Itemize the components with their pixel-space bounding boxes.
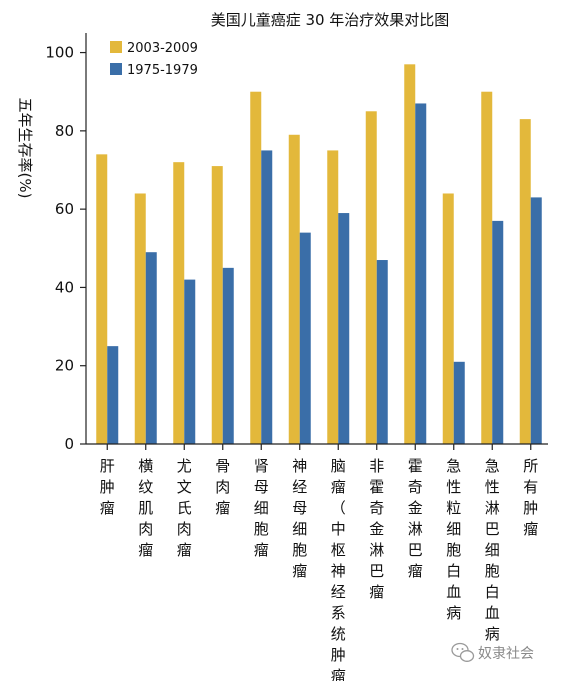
category-label-2: 尤文氏肉瘤 — [177, 457, 192, 559]
bar-early-3 — [222, 267, 234, 444]
bar-early-10 — [492, 220, 504, 444]
y-axis-label: 五年生存率(%) — [16, 98, 34, 199]
category-label-7: 非霍奇金淋巴瘤 — [369, 457, 384, 601]
bar-recent-6 — [327, 150, 339, 444]
category-label-10: 急性淋巴细胞白血病 — [485, 457, 500, 643]
category-label-1: 横纹肌肉瘤 — [138, 457, 153, 559]
category-label-3: 骨肉瘤 — [215, 457, 230, 517]
bar-recent-8 — [404, 64, 416, 445]
legend-label-0: 2003-2009 — [127, 41, 198, 56]
bar-early-0 — [107, 346, 119, 444]
y-tick-label: 60 — [55, 200, 74, 218]
bar-early-7 — [376, 260, 388, 444]
y-tick-label: 40 — [55, 278, 74, 296]
category-label-5: 神经母细胞瘤 — [292, 457, 307, 580]
legend-label-1: 1975-1979 — [127, 63, 198, 78]
bar-recent-1 — [134, 193, 146, 444]
bar-recent-2 — [173, 162, 185, 444]
bar-recent-0 — [96, 154, 108, 445]
bar-early-5 — [299, 232, 311, 444]
watermark: 奴隶社会 — [451, 642, 534, 662]
bar-recent-3 — [211, 166, 223, 445]
bar-early-6 — [338, 213, 350, 444]
category-label-4: 肾母细胞瘤 — [254, 457, 269, 559]
legend-swatch-0 — [110, 41, 122, 53]
bar-early-2 — [184, 279, 196, 444]
y-tick-label: 0 — [64, 435, 74, 453]
bar-early-4 — [261, 150, 273, 444]
bar-recent-4 — [250, 91, 262, 444]
bar-recent-10 — [481, 91, 493, 444]
bar-early-1 — [145, 252, 157, 444]
legend-swatch-1 — [110, 63, 122, 75]
bars — [96, 64, 542, 450]
bar-recent-5 — [288, 134, 300, 444]
wechat-icon — [451, 642, 475, 662]
y-axis-ticks: 0 20 40 60 80 100 — [45, 44, 86, 453]
category-label-8: 霍奇金淋巴瘤 — [408, 457, 423, 580]
y-tick-label: 20 — [55, 357, 74, 375]
y-axis-label-text: 五年生存率(%) — [16, 98, 34, 199]
category-label-0: 肝肿瘤 — [100, 457, 115, 517]
legend: 2003-2009 1975-1979 — [110, 41, 198, 78]
y-tick-label: 100 — [45, 44, 74, 62]
category-label-11: 所有肿瘤 — [523, 457, 538, 538]
bar-early-9 — [453, 361, 465, 444]
bar-early-8 — [415, 103, 427, 444]
bar-recent-7 — [365, 111, 377, 445]
chart-title: 美国儿童癌症 30 年治疗效果对比图 — [211, 11, 450, 29]
bar-early-11 — [530, 197, 542, 444]
axes — [85, 33, 548, 445]
watermark-text: 奴隶社会 — [478, 645, 534, 662]
bar-recent-9 — [442, 193, 454, 444]
category-label-9: 急性粒细胞白血病 — [446, 457, 461, 622]
category-label-6: 脑瘤（中枢神经系统肿瘤） — [331, 457, 346, 681]
y-tick-label: 80 — [55, 122, 74, 140]
bar-recent-11 — [519, 119, 531, 444]
category-labels: 肝肿瘤 横纹肌肉瘤 尤文氏肉瘤 骨肉瘤 肾母细胞瘤 神经母细胞瘤 脑瘤（中枢神经系统肿瘤） 非… — [100, 457, 539, 681]
